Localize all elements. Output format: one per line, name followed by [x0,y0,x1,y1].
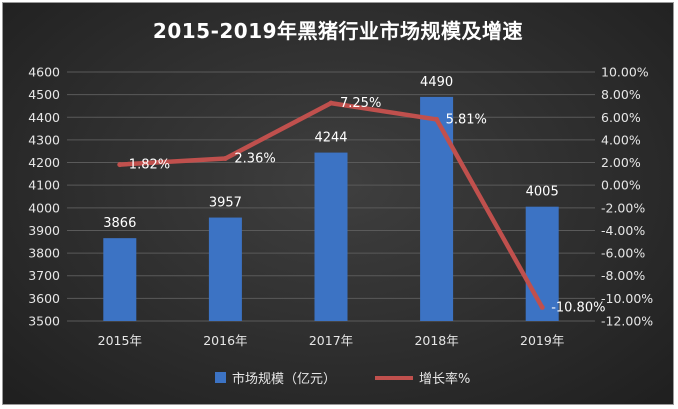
bar [208,217,242,321]
y-left-tick-label: 3900 [28,223,60,238]
bar [103,238,137,321]
bar [420,96,454,322]
y-left-tick-label: 3800 [28,246,60,261]
y-left-tick-label: 4600 [28,65,60,80]
growth-value-label: 2.36% [234,151,275,166]
y-left-tick-label: 4100 [28,178,60,193]
bar [525,206,559,321]
growth-point [539,304,545,310]
legend-bar-label: 市场规模（亿元） [232,371,336,387]
axis-ticks: 3500 3600 3700 3800 3900 4000 4100 4200 4300 4400… [28,65,653,349]
y-right-tick-label: -2.00% [601,200,645,215]
x-tick-label: 2019年 [520,333,564,348]
growth-value-label: 7.25% [340,96,381,111]
y-left-tick-label: 4500 [28,87,60,102]
y-left-tick-label: 4000 [28,200,60,215]
x-tick-label: 2015年 [98,333,142,348]
y-right-tick-label: 10.00% [601,65,649,80]
line-series [117,100,545,310]
y-right-tick-label: -4.00% [601,223,645,238]
legend-bar-swatch [215,372,226,383]
growth-point [222,155,228,161]
y-left-tick-label: 4400 [28,110,60,125]
bar [314,152,348,321]
x-tick-label: 2018年 [414,333,458,348]
y-left-tick-label: 3500 [28,314,60,329]
y-left-tick-label: 3600 [28,291,60,306]
y-right-tick-label: -12.00% [601,314,653,329]
y-right-tick-label: -10.00% [601,291,653,306]
bar-series [103,96,559,322]
legend: 市场规模（亿元） 增长率% [215,371,470,387]
growth-value-label: -10.80% [551,300,605,315]
bar-value-label: 3957 [209,196,242,211]
growth-point [117,162,123,168]
y-right-tick-label: -8.00% [601,268,645,283]
y-right-tick-label: -6.00% [601,246,645,261]
y-left-tick-label: 3700 [28,268,60,283]
y-right-tick-label: 8.00% [601,87,641,102]
bar-value-label: 4490 [420,75,453,90]
y-right-tick-label: 4.00% [601,132,641,147]
chart-title: 2015-2019年黑猪行业市场规模及增速 [152,19,524,43]
growth-value-label: 1.82% [129,158,170,173]
growth-point [434,116,440,122]
bar-value-label: 4005 [526,185,559,200]
bar-value-label: 3866 [103,216,136,231]
y-left-tick-label: 4300 [28,132,60,147]
chart-plot: 3866 3957 4244 4490 4005 1.82% 2.36% 7.25% 5.81%… [28,65,653,388]
y-right-tick-label: 0.00% [601,178,641,193]
growth-value-label: 5.81% [446,112,487,127]
data-labels: 3866 3957 4244 4490 4005 1.82% 2.36% 7.25% 5.81%… [103,75,605,316]
x-tick-label: 2017年 [309,333,353,348]
bar-value-label: 4244 [314,131,347,146]
y-right-tick-label: 6.00% [601,110,641,125]
x-tick-label: 2016年 [203,333,247,348]
chart-frame: 2015-2019年黑猪行业市场规模及增速 3866 3957 4244 4490 40… [2,2,674,405]
y-right-tick-label: 2.00% [601,155,641,170]
legend-line-label: 增长率% [419,371,470,387]
growth-point [328,100,334,106]
y-left-tick-label: 4200 [28,155,60,170]
